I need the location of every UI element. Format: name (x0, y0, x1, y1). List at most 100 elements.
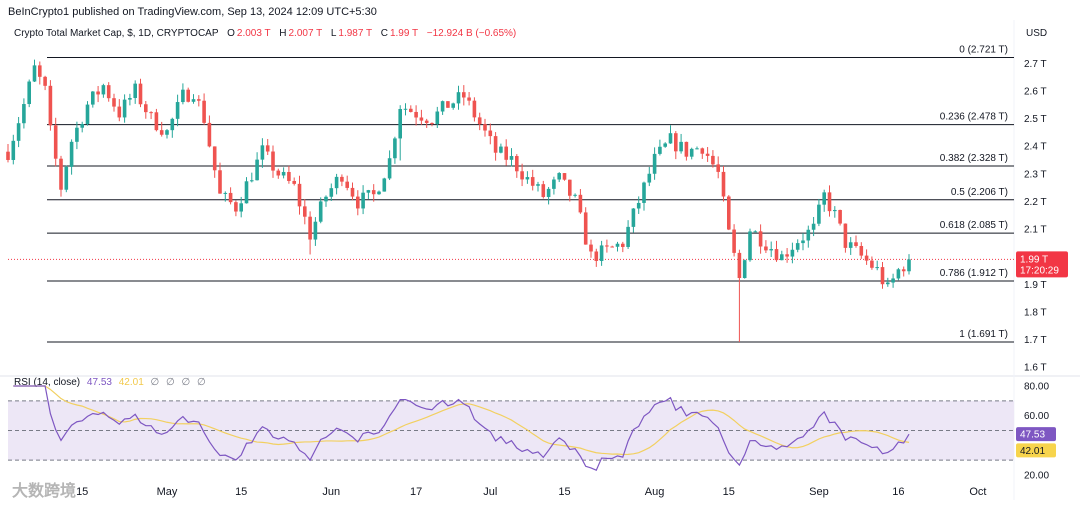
price-tick-label: 2.7 T (1024, 59, 1047, 70)
rsi-ma-tag-value: 42.01 (1020, 446, 1045, 457)
candle-body (197, 99, 201, 101)
candle-body (700, 148, 705, 154)
current-price-tag (1016, 251, 1068, 278)
price-tick-label: 2.4 T (1024, 142, 1047, 153)
candle-body (430, 122, 434, 125)
candle-body (716, 164, 720, 172)
candle-body (764, 246, 768, 251)
candle-body (854, 242, 858, 246)
candle-body (462, 92, 466, 98)
candle-body (250, 180, 254, 182)
candle-body (85, 104, 90, 125)
x-axis-label: Aug (645, 486, 665, 498)
rsi-legend-extra: ∅ ∅ ∅ ∅ (150, 377, 208, 388)
candle-body (191, 99, 196, 102)
price-tick-label: 2.3 T (1024, 169, 1047, 180)
candle-body (562, 173, 567, 180)
candle-body (695, 148, 699, 150)
rsi-legend: RSI (14, close) 47.53 42.01 ∅ ∅ ∅ ∅ (14, 377, 208, 388)
candle-body (334, 176, 339, 189)
candle-body (22, 104, 26, 124)
candle-body (329, 188, 334, 197)
candle-body (599, 245, 604, 261)
price-tick-label: 1.9 T (1024, 280, 1047, 291)
open-value: 2.003 T (236, 28, 271, 39)
candle-body (144, 104, 148, 113)
rsi-tag (1016, 427, 1056, 442)
low-key: L (330, 28, 337, 39)
rsi-title: RSI (14, close) (14, 377, 81, 388)
candle-body (271, 151, 275, 171)
candle-body (424, 120, 429, 123)
fib-label: 0.786 (1.912 T) (940, 268, 1008, 279)
rsi-ma-line (13, 385, 910, 456)
candle-body (870, 260, 874, 268)
candle-body (96, 91, 100, 95)
candle-body (769, 249, 773, 251)
candle-body (493, 136, 498, 153)
candle-body (133, 83, 137, 99)
candle-body (886, 282, 890, 285)
fib-label: 0 (2.721 T) (959, 45, 1008, 56)
candle-body (811, 223, 816, 230)
candle-body (483, 124, 487, 131)
candle-body (504, 146, 508, 160)
candle-body (753, 231, 758, 233)
candle-body (880, 267, 885, 285)
candle-body (848, 242, 853, 248)
x-axis-label: 15 (723, 486, 735, 498)
candle-body (780, 254, 784, 261)
close-key: C (380, 28, 388, 39)
candle-body (742, 260, 747, 279)
candle-body (477, 117, 482, 125)
candle-body (175, 102, 180, 119)
candle-body (727, 196, 731, 230)
candle-body (472, 100, 477, 118)
price-tick-label: 2.1 T (1024, 225, 1047, 236)
candle-body (128, 98, 132, 100)
rsi-ma-tag (1016, 443, 1056, 458)
candle-body (11, 140, 16, 160)
candle-body (255, 159, 259, 181)
candle-body (901, 269, 906, 272)
candle-body (525, 177, 530, 180)
candle-body (308, 216, 312, 240)
candle-body (393, 138, 397, 159)
candle-body (859, 245, 864, 256)
candle-body (515, 156, 519, 172)
candle-body (212, 146, 217, 171)
x-axis-label: 17 (410, 486, 422, 498)
candle-body (801, 240, 805, 244)
candle-body (218, 170, 222, 194)
candle-body (91, 91, 95, 105)
candle-body (705, 153, 710, 156)
candle-body (435, 111, 440, 125)
candle-body (419, 117, 424, 121)
candle-body (615, 243, 620, 247)
candle-body (350, 187, 355, 197)
candle-body (795, 243, 800, 250)
candle-body (817, 204, 821, 224)
candle-body (32, 65, 37, 82)
candle-body (568, 179, 572, 196)
candle-body (340, 176, 344, 182)
publisher-header: BeInCrypto1 published on TradingView.com… (8, 6, 377, 18)
candle-body (260, 145, 265, 160)
candle-body (292, 180, 296, 184)
candle-body (181, 89, 185, 103)
candle-body (838, 209, 842, 224)
candle-body (387, 158, 392, 179)
x-axis-label: 15 (76, 486, 88, 498)
candle-body (80, 124, 84, 128)
candle-body (382, 178, 387, 192)
candle-body (499, 146, 503, 153)
candle-body (658, 146, 662, 154)
candle-body (117, 106, 122, 118)
candle-body (440, 101, 445, 112)
candle-body (732, 229, 736, 253)
candle-body (626, 226, 630, 247)
candle-body (806, 229, 811, 241)
candle-body (186, 89, 190, 102)
rsi-band (8, 400, 1014, 461)
